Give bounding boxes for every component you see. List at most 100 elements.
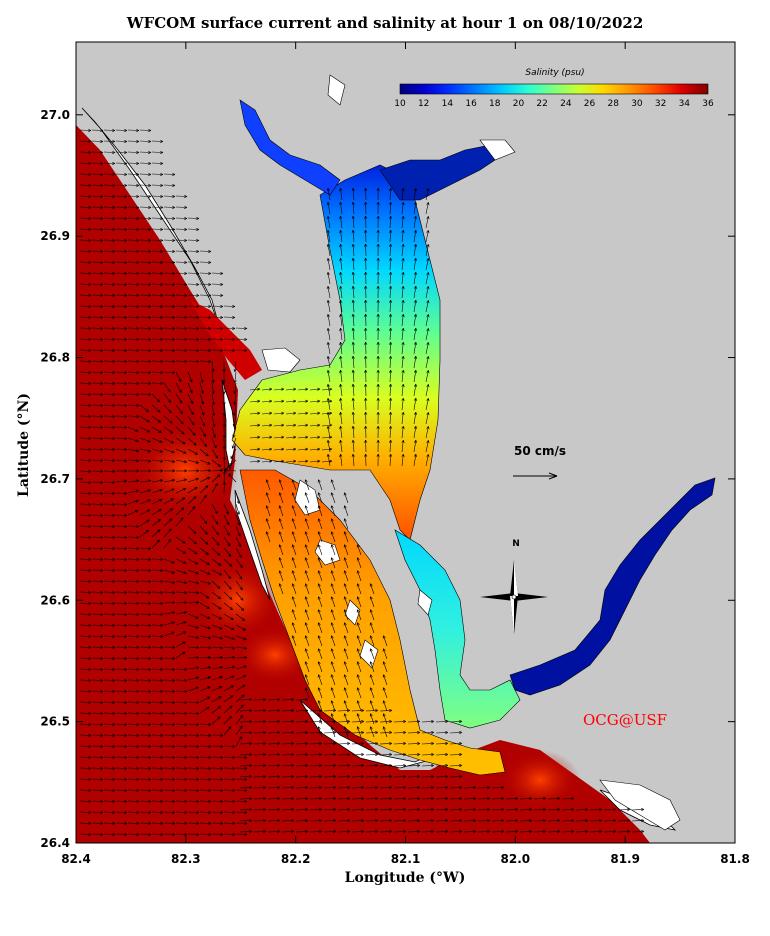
current-vector	[401, 327, 405, 341]
current-vector	[151, 448, 163, 453]
current-vector	[103, 634, 116, 638]
current-vector	[163, 631, 175, 637]
current-vector	[365, 720, 379, 724]
current-vector	[151, 415, 162, 423]
colorbar-tick-label: 18	[489, 99, 501, 109]
current-vector	[330, 609, 336, 621]
current-vector	[235, 602, 245, 611]
current-vector	[127, 832, 140, 836]
current-vector	[127, 733, 140, 737]
current-vector	[151, 744, 164, 748]
current-vector	[261, 399, 273, 403]
current-vector	[425, 370, 430, 383]
current-vector	[223, 536, 231, 547]
current-vector	[222, 426, 226, 439]
current-vector	[115, 744, 128, 748]
current-vector	[91, 183, 104, 187]
current-vector	[273, 459, 285, 463]
current-vector	[425, 412, 430, 425]
current-vector	[163, 645, 176, 649]
current-vector	[291, 609, 297, 621]
current-vector	[199, 337, 212, 341]
current-vector	[91, 205, 104, 209]
current-vector	[211, 293, 224, 297]
current-vector	[547, 808, 561, 812]
current-vector	[351, 243, 355, 257]
current-vector	[199, 755, 212, 759]
current-vector	[175, 348, 188, 352]
current-vector	[223, 832, 236, 836]
current-vector	[163, 558, 175, 564]
current-vector	[285, 459, 297, 463]
current-vector	[351, 215, 355, 229]
current-vector	[376, 201, 380, 215]
current-vector	[326, 314, 331, 327]
current-vector	[389, 299, 393, 313]
current-vector	[233, 371, 237, 384]
current-vector	[631, 808, 645, 812]
current-vector	[330, 479, 336, 491]
current-vector	[364, 257, 368, 271]
current-vector	[91, 337, 104, 341]
gulf-water	[76, 125, 650, 843]
current-vector	[330, 648, 336, 660]
current-vector	[211, 766, 224, 770]
current-vector	[278, 479, 284, 491]
current-vector	[199, 514, 208, 524]
current-vector	[139, 546, 152, 550]
x-tick-label: 82.0	[501, 852, 531, 866]
current-vector	[330, 596, 336, 608]
current-vector	[187, 635, 199, 640]
current-vector	[127, 238, 140, 242]
current-vector	[151, 393, 160, 403]
current-vector	[297, 411, 309, 415]
current-vector	[91, 546, 104, 550]
current-vector	[339, 285, 343, 299]
current-vector	[151, 788, 164, 792]
current-vector	[127, 524, 140, 528]
current-vector	[187, 832, 200, 836]
current-vector	[175, 631, 187, 637]
current-vector	[175, 536, 186, 544]
current-vector	[211, 468, 224, 472]
current-vector	[151, 326, 164, 330]
current-vector	[163, 437, 174, 444]
current-vector	[103, 590, 116, 594]
current-vector	[199, 271, 212, 275]
current-vector	[115, 623, 128, 627]
current-vector	[151, 359, 164, 363]
current-vector	[421, 797, 435, 801]
current-vector	[127, 469, 140, 473]
current-vector	[211, 271, 224, 275]
current-vector	[115, 128, 128, 132]
current-vector	[304, 674, 310, 686]
current-vector	[163, 260, 176, 264]
current-vector	[127, 392, 140, 396]
current-vector	[115, 645, 128, 649]
current-vector	[389, 285, 393, 299]
current-vector	[449, 830, 463, 834]
current-vector	[91, 601, 104, 605]
current-vector	[163, 498, 174, 505]
current-vector	[199, 547, 209, 555]
current-vector	[163, 304, 176, 308]
current-vector	[477, 808, 491, 812]
current-vector	[199, 646, 212, 650]
current-vector	[79, 700, 92, 704]
current-vector	[413, 453, 417, 467]
current-vector	[139, 722, 152, 726]
current-vector	[139, 733, 152, 737]
current-vector	[163, 238, 176, 242]
current-vector	[199, 777, 212, 781]
current-vector	[187, 486, 198, 494]
current-vector	[389, 215, 393, 229]
current-vector	[139, 799, 152, 803]
current-vector	[291, 596, 297, 608]
current-vector	[187, 469, 200, 473]
caloosahatchee-lower	[394, 529, 521, 729]
current-vector	[115, 183, 128, 187]
current-vector	[519, 797, 533, 801]
current-vector	[139, 437, 151, 443]
current-vector	[351, 369, 355, 383]
current-vector	[519, 819, 533, 823]
